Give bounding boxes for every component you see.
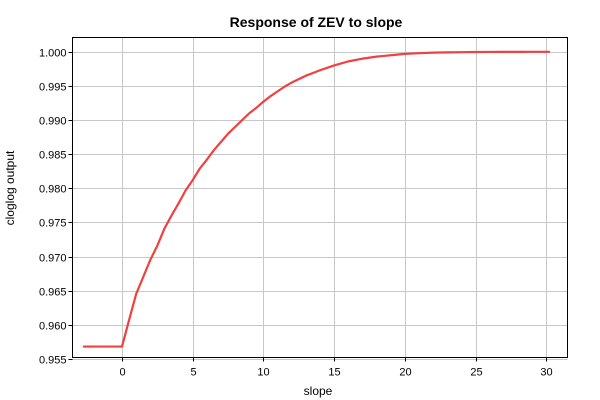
plot-frame bbox=[72, 37, 568, 358]
x-axis-label: slope bbox=[304, 384, 333, 398]
y-axis-label: cloglog output bbox=[3, 150, 17, 225]
y-tick-label: 0.965 bbox=[39, 287, 67, 299]
x-tick-label: 30 bbox=[540, 367, 552, 379]
x-tick-label: 15 bbox=[328, 367, 340, 379]
y-tick-label: 0.975 bbox=[39, 218, 67, 230]
y-tick-label: 0.960 bbox=[39, 321, 67, 333]
x-tick-label: 20 bbox=[399, 367, 411, 379]
tick-layer: 0 5 10 15 20 25 30 0.955 0.960 0.965 0.970 0.975 0.9… bbox=[39, 48, 553, 379]
x-tick-label: 25 bbox=[470, 367, 482, 379]
y-tick-label: 0.985 bbox=[39, 150, 67, 162]
y-tick-label: 0.955 bbox=[39, 355, 67, 367]
grid-layer bbox=[72, 37, 568, 360]
series-line bbox=[82, 50, 551, 348]
series-layer bbox=[82, 50, 551, 348]
chart-title: Response of ZEV to slope bbox=[230, 14, 403, 30]
y-tick-label: 0.995 bbox=[39, 82, 67, 94]
y-tick-label: 0.970 bbox=[39, 253, 67, 265]
y-tick-label: 1.000 bbox=[39, 48, 67, 60]
y-tick-label: 0.980 bbox=[39, 184, 67, 196]
x-tick-label: 5 bbox=[190, 367, 196, 379]
x-tick-label: 10 bbox=[257, 367, 269, 379]
y-tick-label: 0.990 bbox=[39, 116, 67, 128]
x-tick-label: 0 bbox=[119, 367, 125, 379]
